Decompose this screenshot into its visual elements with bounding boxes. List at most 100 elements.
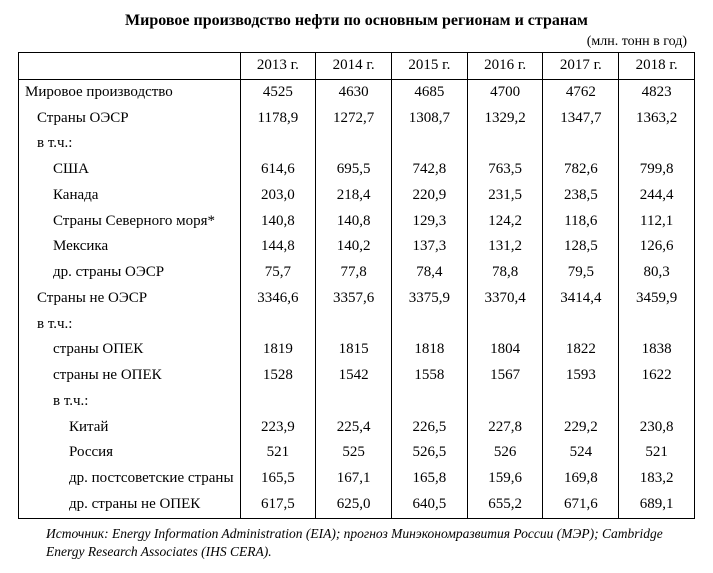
- cell-value: 4630: [316, 79, 392, 105]
- table-row: в т.ч.:: [19, 389, 695, 415]
- cell-value: 525: [316, 440, 392, 466]
- row-label: в т.ч.:: [19, 131, 241, 157]
- cell-value: 671,6: [543, 492, 619, 518]
- cell-value: [619, 131, 695, 157]
- cell-value: 1622: [619, 363, 695, 389]
- cell-value: 1272,7: [316, 106, 392, 132]
- cell-value: 1567: [467, 363, 543, 389]
- cell-value: 129,3: [392, 209, 468, 235]
- cell-value: 689,1: [619, 492, 695, 518]
- cell-value: 137,3: [392, 234, 468, 260]
- cell-value: [240, 389, 316, 415]
- cell-value: 524: [543, 440, 619, 466]
- cell-value: 1329,2: [467, 106, 543, 132]
- row-label: др. постсоветские страны: [19, 466, 241, 492]
- cell-value: 1819: [240, 337, 316, 363]
- cell-value: 1347,7: [543, 106, 619, 132]
- row-label: в т.ч.:: [19, 312, 241, 338]
- cell-value: 4823: [619, 79, 695, 105]
- cell-value: [316, 389, 392, 415]
- table-row: др. страны ОЭСР75,777,878,478,879,580,3: [19, 260, 695, 286]
- cell-value: [619, 312, 695, 338]
- cell-value: 80,3: [619, 260, 695, 286]
- cell-value: 521: [240, 440, 316, 466]
- cell-value: 1178,9: [240, 106, 316, 132]
- cell-value: 140,8: [316, 209, 392, 235]
- cell-value: 75,7: [240, 260, 316, 286]
- cell-value: [543, 389, 619, 415]
- cell-value: 1308,7: [392, 106, 468, 132]
- cell-value: 526,5: [392, 440, 468, 466]
- header-empty: [19, 53, 241, 80]
- cell-value: 614,6: [240, 157, 316, 183]
- cell-value: 140,2: [316, 234, 392, 260]
- cell-value: 655,2: [467, 492, 543, 518]
- table-row: Россия521525526,5526524521: [19, 440, 695, 466]
- cell-value: 521: [619, 440, 695, 466]
- cell-value: [240, 131, 316, 157]
- header-year: 2013 г.: [240, 53, 316, 80]
- cell-value: 203,0: [240, 183, 316, 209]
- table-row: Мировое производство45254630468547004762…: [19, 79, 695, 105]
- cell-value: 140,8: [240, 209, 316, 235]
- table-header-row: 2013 г. 2014 г. 2015 г. 2016 г. 2017 г. …: [19, 53, 695, 80]
- cell-value: 1542: [316, 363, 392, 389]
- cell-value: 1804: [467, 337, 543, 363]
- cell-value: 3346,6: [240, 286, 316, 312]
- cell-value: [543, 131, 619, 157]
- cell-value: 4700: [467, 79, 543, 105]
- row-label: в т.ч.:: [19, 389, 241, 415]
- header-year: 2018 г.: [619, 53, 695, 80]
- cell-value: 77,8: [316, 260, 392, 286]
- cell-value: [240, 312, 316, 338]
- cell-value: 220,9: [392, 183, 468, 209]
- cell-value: 4685: [392, 79, 468, 105]
- header-year: 2016 г.: [467, 53, 543, 80]
- table-row: Канада203,0218,4220,9231,5238,5244,4: [19, 183, 695, 209]
- cell-value: 3414,4: [543, 286, 619, 312]
- cell-value: 1838: [619, 337, 695, 363]
- cell-value: 118,6: [543, 209, 619, 235]
- cell-value: 625,0: [316, 492, 392, 518]
- cell-value: 4525: [240, 79, 316, 105]
- table-row: США614,6695,5742,8763,5782,6799,8: [19, 157, 695, 183]
- cell-value: 1815: [316, 337, 392, 363]
- table-title: Мировое производство нефти по основным р…: [18, 12, 695, 30]
- cell-value: 165,8: [392, 466, 468, 492]
- cell-value: 3357,6: [316, 286, 392, 312]
- cell-value: 1528: [240, 363, 316, 389]
- cell-value: 78,4: [392, 260, 468, 286]
- table-row: в т.ч.:: [19, 131, 695, 157]
- cell-value: 128,5: [543, 234, 619, 260]
- header-year: 2014 г.: [316, 53, 392, 80]
- cell-value: 231,5: [467, 183, 543, 209]
- row-label: Мировое производство: [19, 79, 241, 105]
- row-label: Канада: [19, 183, 241, 209]
- cell-value: 230,8: [619, 415, 695, 441]
- cell-value: 167,1: [316, 466, 392, 492]
- cell-value: [619, 389, 695, 415]
- cell-value: [392, 312, 468, 338]
- cell-value: 79,5: [543, 260, 619, 286]
- table-row: Мексика144,8140,2137,3131,2128,5126,6: [19, 234, 695, 260]
- row-label: страны не ОПЕК: [19, 363, 241, 389]
- cell-value: [316, 312, 392, 338]
- cell-value: 124,2: [467, 209, 543, 235]
- cell-value: 229,2: [543, 415, 619, 441]
- cell-value: 126,6: [619, 234, 695, 260]
- header-year: 2017 г.: [543, 53, 619, 80]
- cell-value: 1818: [392, 337, 468, 363]
- row-label: др. страны ОЭСР: [19, 260, 241, 286]
- cell-value: 183,2: [619, 466, 695, 492]
- cell-value: 1558: [392, 363, 468, 389]
- cell-value: 226,5: [392, 415, 468, 441]
- row-label: Страны ОЭСР: [19, 106, 241, 132]
- table-row: страны не ОПЕК152815421558156715931622: [19, 363, 695, 389]
- cell-value: [392, 389, 468, 415]
- cell-value: 742,8: [392, 157, 468, 183]
- cell-value: 131,2: [467, 234, 543, 260]
- cell-value: 165,5: [240, 466, 316, 492]
- cell-value: 1363,2: [619, 106, 695, 132]
- cell-value: [543, 312, 619, 338]
- cell-value: 144,8: [240, 234, 316, 260]
